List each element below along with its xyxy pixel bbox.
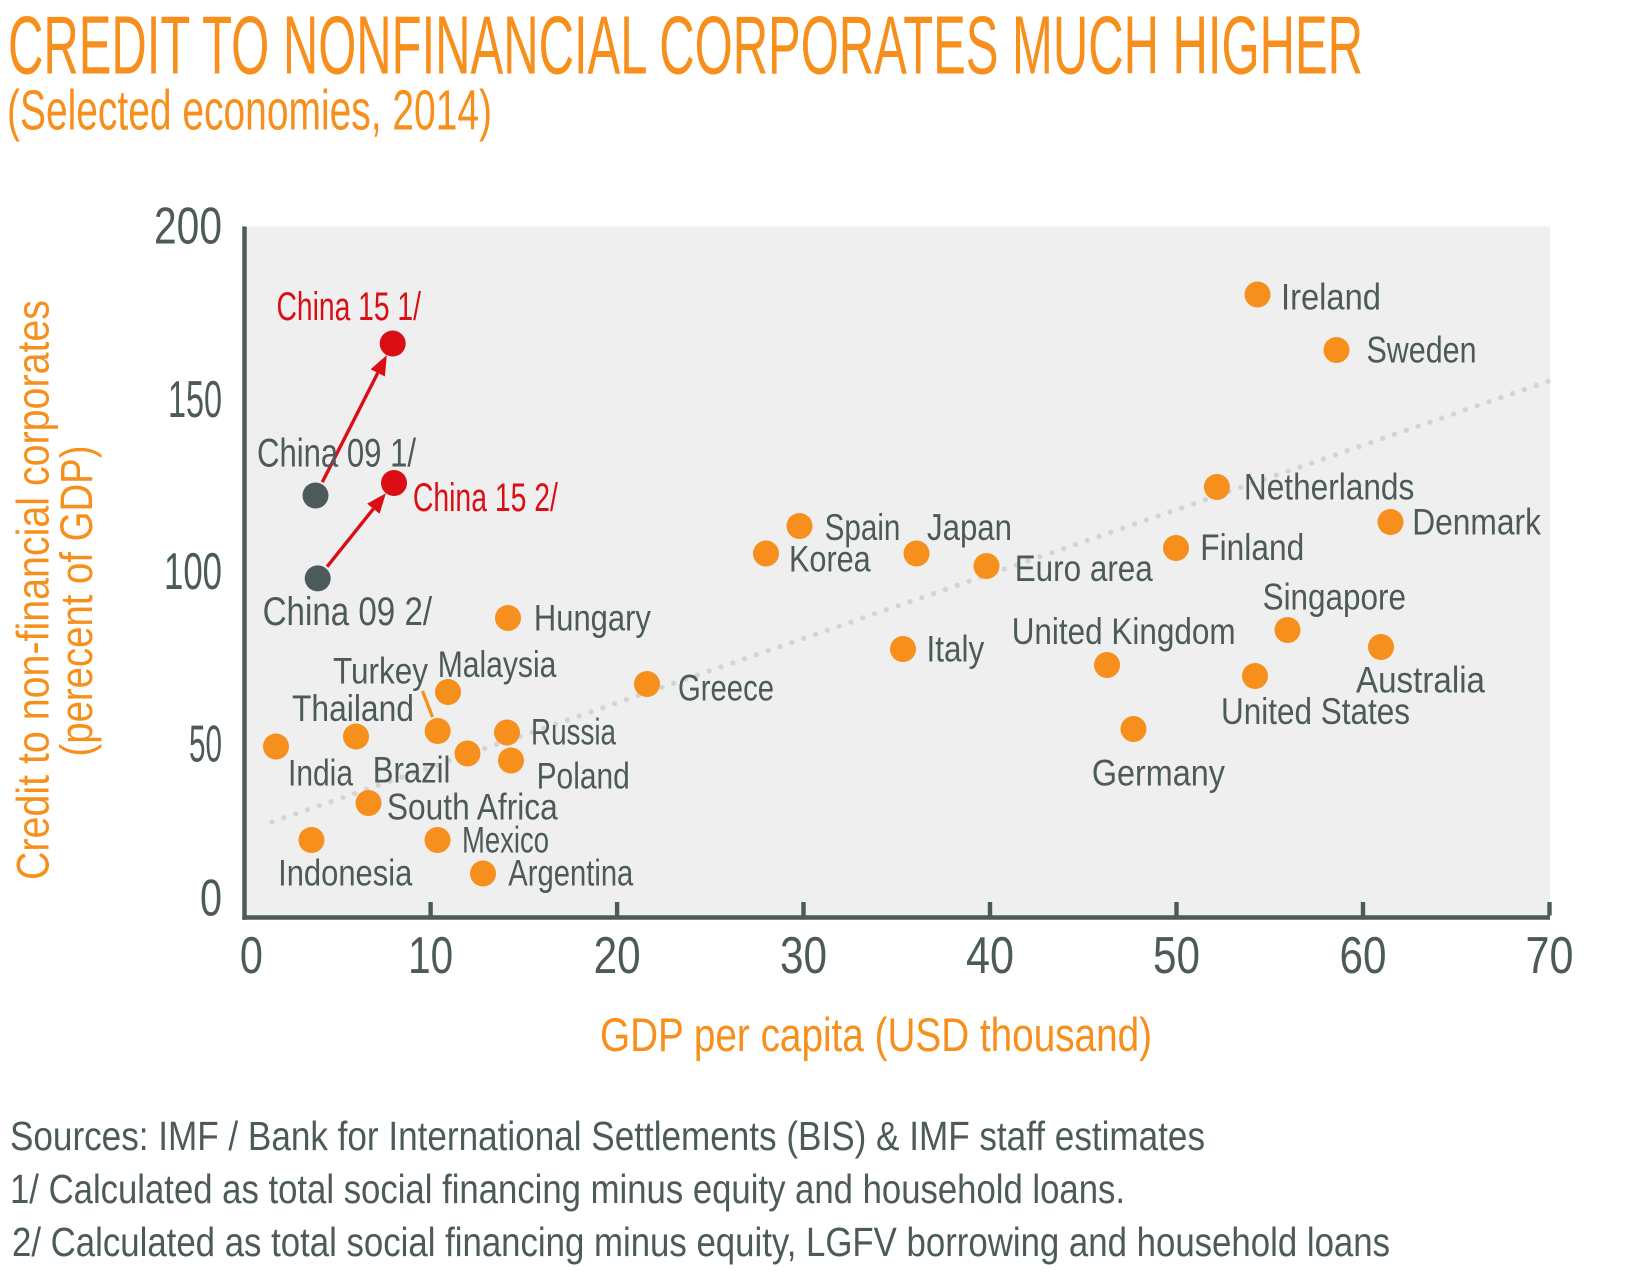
svg-text:Brazil: Brazil bbox=[373, 750, 451, 791]
svg-text:150: 150 bbox=[168, 371, 222, 429]
svg-text:Greece: Greece bbox=[678, 668, 774, 709]
svg-text:Hungary: Hungary bbox=[534, 598, 651, 639]
svg-text:Denmark: Denmark bbox=[1412, 502, 1541, 543]
svg-text:Poland: Poland bbox=[537, 756, 630, 797]
svg-text:0: 0 bbox=[200, 870, 222, 928]
svg-text:Euro area: Euro area bbox=[1015, 548, 1153, 589]
svg-text:70: 70 bbox=[1526, 927, 1574, 985]
svg-text:Germany: Germany bbox=[1092, 752, 1225, 793]
svg-text:0: 0 bbox=[240, 927, 263, 985]
svg-text:China 09 1/: China 09 1/ bbox=[257, 431, 416, 475]
svg-text:Credit to non-financial corpor: Credit to non-financial corporates bbox=[8, 300, 59, 880]
svg-text:India: India bbox=[288, 753, 353, 794]
svg-text:2/ Calculated as total social: 2/ Calculated as total social financing … bbox=[12, 1219, 1390, 1265]
svg-text:Singapore: Singapore bbox=[1263, 577, 1406, 618]
svg-text:10: 10 bbox=[408, 927, 453, 985]
svg-text:(Selected economies, 2014): (Selected economies, 2014) bbox=[7, 79, 492, 142]
svg-text:20: 20 bbox=[594, 927, 641, 985]
svg-text:Ireland: Ireland bbox=[1281, 277, 1381, 318]
svg-text:1/ Calculated as total social: 1/ Calculated as total social financing … bbox=[10, 1166, 1125, 1212]
svg-text:40: 40 bbox=[966, 927, 1014, 985]
svg-text:United Kingdom: United Kingdom bbox=[1012, 611, 1236, 652]
svg-text:Netherlands: Netherlands bbox=[1244, 467, 1414, 508]
svg-text:China 15 1/: China 15 1/ bbox=[277, 285, 422, 329]
svg-text:60: 60 bbox=[1340, 927, 1387, 985]
svg-text:United States: United States bbox=[1221, 691, 1410, 732]
svg-text:50: 50 bbox=[189, 716, 222, 774]
svg-text:Argentina: Argentina bbox=[508, 853, 633, 894]
svg-text:Japan: Japan bbox=[927, 507, 1012, 548]
svg-text:30: 30 bbox=[780, 927, 827, 985]
svg-text:Spain: Spain bbox=[825, 507, 901, 548]
svg-text:South Africa: South Africa bbox=[387, 787, 558, 828]
svg-text:Malaysia: Malaysia bbox=[438, 644, 557, 685]
svg-text:GDP per capita (USD thousand): GDP per capita (USD thousand) bbox=[600, 1009, 1152, 1062]
svg-text:50: 50 bbox=[1153, 927, 1200, 985]
svg-text:Sweden: Sweden bbox=[1367, 330, 1477, 371]
svg-text:Sources: IMF / Bank for Intern: Sources: IMF / Bank for International Se… bbox=[10, 1113, 1205, 1159]
svg-text:China 09 2/: China 09 2/ bbox=[263, 590, 433, 634]
svg-text:Finland: Finland bbox=[1200, 527, 1304, 568]
svg-text:(perecent of GDP): (perecent of GDP) bbox=[51, 446, 102, 757]
svg-text:200: 200 bbox=[154, 198, 222, 256]
svg-text:Thailand: Thailand bbox=[292, 688, 414, 729]
svg-text:China 15 2/: China 15 2/ bbox=[413, 476, 558, 520]
svg-text:100: 100 bbox=[164, 543, 222, 601]
svg-text:Korea: Korea bbox=[789, 539, 871, 580]
svg-text:Turkey: Turkey bbox=[333, 651, 428, 692]
svg-text:Australia: Australia bbox=[1356, 660, 1485, 701]
svg-text:Indonesia: Indonesia bbox=[278, 853, 413, 894]
svg-text:Russia: Russia bbox=[531, 712, 616, 753]
svg-text:Mexico: Mexico bbox=[462, 820, 549, 861]
svg-text:CREDIT TO NONFINANCIAL CORPORA: CREDIT TO NONFINANCIAL CORPORATES MUCH H… bbox=[8, 0, 1363, 92]
svg-text:Italy: Italy bbox=[927, 629, 985, 670]
